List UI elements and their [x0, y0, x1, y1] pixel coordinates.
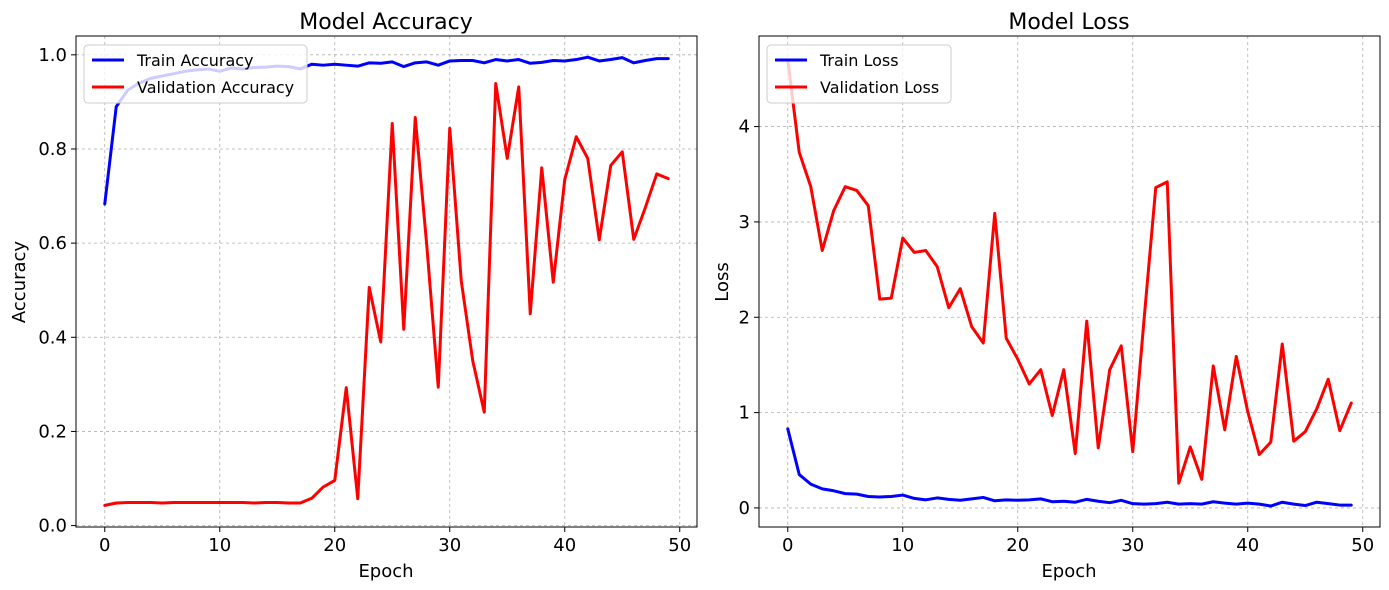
legend: Train Accuracy Validation Accuracy — [83, 44, 308, 104]
ticks: 0 10 20 30 40 50 0.0 0.2 0.4 0.6 0.8 1.0 — [38, 45, 691, 556]
grid — [759, 36, 1380, 527]
accuracy-chart: Model Accuracy Epoch Accuracy 0 10 20 30 40 5… — [9, 10, 698, 582]
legend-box — [766, 44, 952, 104]
series-lines — [103, 55, 670, 507]
y-tick-label: 0.4 — [38, 327, 67, 348]
x-tick-label: 30 — [1121, 535, 1144, 556]
x-tick-label: 0 — [782, 535, 793, 556]
y-tick-label: 0.2 — [38, 421, 67, 442]
x-tick-label: 40 — [553, 535, 576, 556]
chart-title: Model Loss — [1008, 10, 1129, 35]
legend-label-validation-accuracy: Validation Accuracy — [137, 78, 294, 97]
x-tick-label: 10 — [891, 535, 914, 556]
plot-frame — [758, 35, 1381, 528]
legend-label-validation-loss: Validation Loss — [820, 78, 939, 97]
series-line-validation-loss — [786, 58, 1353, 485]
y-tick-label: 0.8 — [38, 139, 67, 160]
x-tick-label: 10 — [208, 535, 231, 556]
series-line-validation-accuracy — [103, 82, 670, 507]
y-tick-label: 1.0 — [38, 45, 67, 66]
y-axis-label: Loss — [712, 262, 733, 301]
grid — [76, 36, 697, 527]
y-tick-label: 0.6 — [38, 233, 67, 254]
series-lines — [786, 58, 1353, 508]
x-axis-label: Epoch — [1041, 561, 1096, 582]
y-tick-label: 0.0 — [38, 516, 67, 537]
ticks: 0 10 20 30 40 50 0 1 2 3 4 — [739, 117, 1375, 556]
y-tick-label: 2 — [739, 307, 750, 328]
legend-label-train-accuracy: Train Accuracy — [136, 51, 254, 70]
x-tick-label: 20 — [323, 535, 346, 556]
y-axis-label: Accuracy — [9, 241, 30, 324]
series-line-train-loss — [786, 427, 1353, 508]
plot-frame — [75, 35, 698, 528]
x-tick-label: 20 — [1006, 535, 1029, 556]
y-tick-label: 0 — [739, 498, 750, 519]
legend-label-train-loss: Train Loss — [819, 51, 899, 70]
x-axis-label: Epoch — [358, 561, 413, 582]
y-tick-label: 1 — [739, 403, 750, 424]
x-tick-label: 50 — [668, 535, 691, 556]
x-tick-label: 0 — [99, 535, 110, 556]
x-tick-label: 40 — [1236, 535, 1259, 556]
legend-box — [83, 44, 308, 104]
x-tick-label: 30 — [438, 535, 461, 556]
loss-chart: Model Loss Epoch Loss 0 10 20 30 40 50 0 1 2 3 4 T… — [712, 10, 1381, 582]
legend: Train Loss Validation Loss — [766, 44, 952, 104]
chart-title: Model Accuracy — [299, 10, 473, 35]
y-tick-label: 4 — [739, 117, 750, 138]
x-tick-label: 50 — [1351, 535, 1374, 556]
y-tick-label: 3 — [739, 212, 750, 233]
